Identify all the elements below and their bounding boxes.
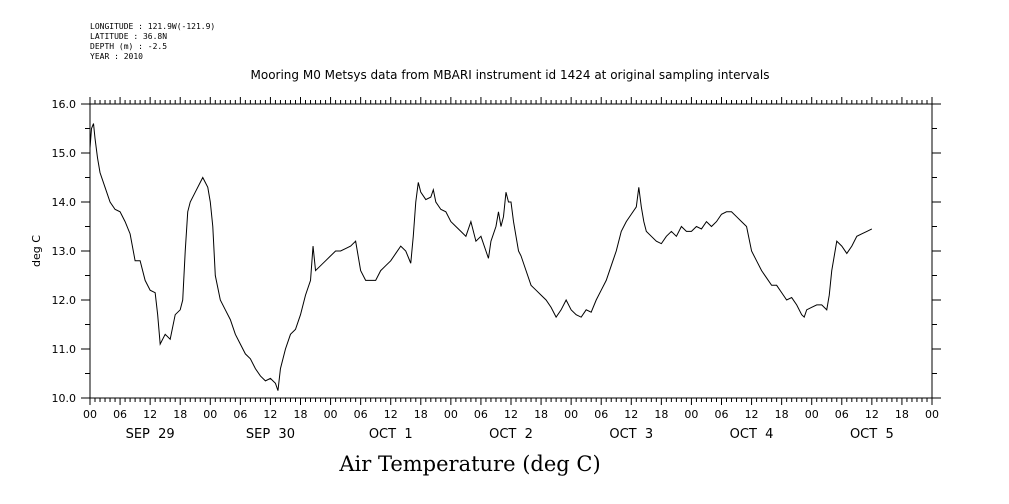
x-day-labels: SEP 29 SEP 30 OCT 1 OCT 2 OCT 3 OCT 4 OCT 5	[126, 427, 894, 442]
x-hour-label: 00	[564, 408, 578, 421]
x-hour-label: 12	[745, 408, 759, 421]
x-hour-label: 18	[534, 408, 548, 421]
x-hour-label: 06	[594, 408, 608, 421]
x-day-label: OCT 1	[369, 427, 413, 442]
axis-ticks	[81, 97, 941, 405]
x-hour-label: 00	[83, 408, 97, 421]
series-group	[89, 123, 873, 391]
chart-variable-title: Air Temperature (deg C)	[339, 452, 601, 476]
x-hour-label: 06	[715, 408, 729, 421]
x-hour-label: 12	[624, 408, 638, 421]
x-hour-label: 18	[895, 408, 909, 421]
x-hour-label: 12	[384, 408, 398, 421]
plot-frame	[89, 103, 933, 399]
x-hour-label: 06	[474, 408, 488, 421]
y-tick-label: 16.0	[52, 98, 77, 111]
x-hour-labels: 00 06 12 18 00 06 12 18 00 06 12 18 00 06 12 18 00 06 12 18…	[83, 408, 939, 421]
x-hour-label: 00	[925, 408, 939, 421]
metadata-block: LONGITUDE : 121.9W(-121.9) LATITUDE : 36…	[90, 22, 215, 62]
x-hour-label: 06	[835, 408, 849, 421]
x-day-label: SEP 30	[246, 427, 295, 442]
x-hour-label: 00	[684, 408, 698, 421]
y-tick-label: 12.0	[52, 294, 77, 307]
x-hour-label: 06	[113, 408, 127, 421]
y-axis-label: deg C	[30, 235, 43, 267]
x-hour-label: 18	[654, 408, 668, 421]
x-hour-label: 00	[324, 408, 338, 421]
longitude-text: LONGITUDE : 121.9W(-121.9)	[90, 22, 216, 31]
air-temperature-line	[89, 123, 873, 391]
x-day-label: OCT 3	[609, 427, 653, 442]
x-day-label: OCT 2	[489, 427, 533, 442]
year-text: YEAR : 2010	[90, 52, 143, 61]
x-hour-label: 12	[504, 408, 518, 421]
x-hour-label: 06	[354, 408, 368, 421]
x-hour-label: 00	[444, 408, 458, 421]
x-hour-label: 18	[414, 408, 428, 421]
x-day-label: OCT 5	[850, 427, 894, 442]
y-tick-label: 13.0	[52, 245, 77, 258]
x-hour-label: 12	[143, 408, 157, 421]
x-hour-label: 00	[805, 408, 819, 421]
latitude-text: LATITUDE : 36.8N	[90, 32, 168, 41]
depth-text: DEPTH (m) : -2.5	[90, 42, 168, 51]
x-hour-label: 18	[294, 408, 308, 421]
x-hour-label: 06	[233, 408, 247, 421]
x-hour-label: 18	[775, 408, 789, 421]
x-hour-label: 12	[865, 408, 879, 421]
x-hour-label: 18	[173, 408, 187, 421]
chart-title: Mooring M0 Metsys data from MBARI instru…	[250, 68, 770, 82]
y-tick-label: 15.0	[52, 147, 77, 160]
y-tick-label: 14.0	[52, 196, 77, 209]
y-tick-label: 11.0	[52, 343, 77, 356]
x-day-label: OCT 4	[730, 427, 774, 442]
y-tick-labels: 10.0 11.0 12.0 13.0 14.0 15.0 16.0	[52, 98, 77, 405]
x-day-label: SEP 29	[126, 427, 175, 442]
x-hour-label: 12	[263, 408, 277, 421]
y-tick-label: 10.0	[52, 392, 77, 405]
x-hour-label: 00	[203, 408, 217, 421]
